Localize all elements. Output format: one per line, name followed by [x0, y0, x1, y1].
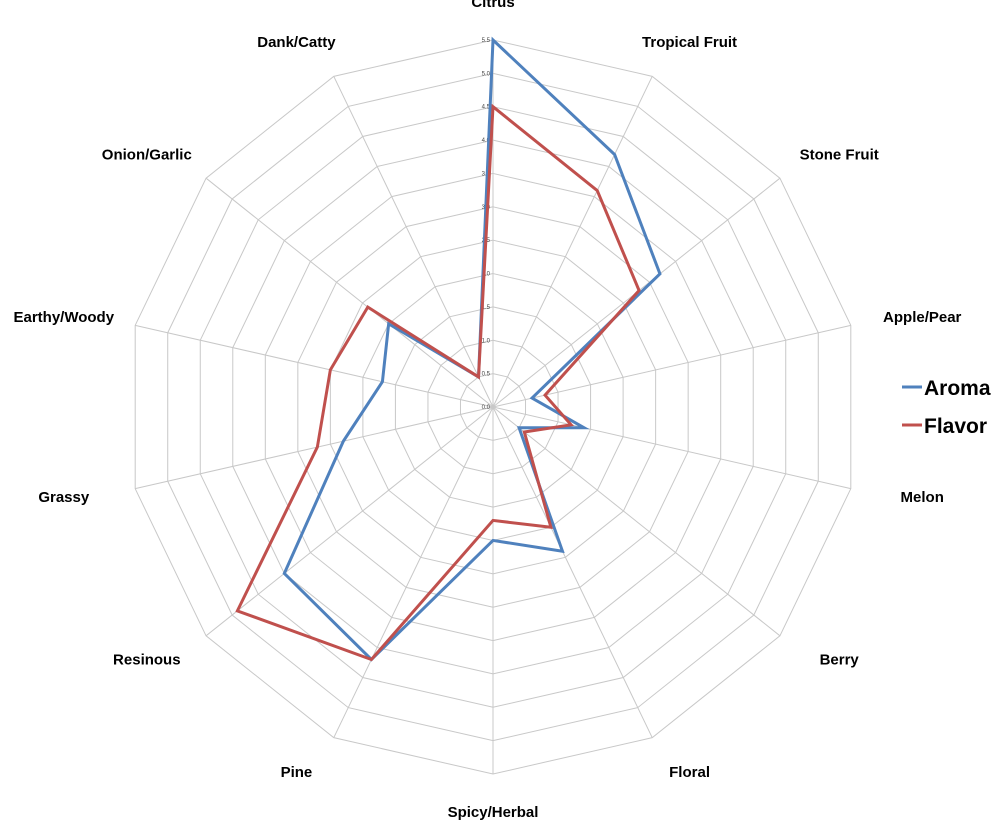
grid-spoke: [492, 406, 653, 738]
category-label: Apple/Pear: [883, 309, 962, 326]
category-label: Resinous: [113, 652, 181, 669]
tick-label: 2.0: [482, 272, 491, 278]
grid-spoke: [492, 406, 851, 490]
category-label: Dank/Catty: [257, 34, 336, 51]
grid-spoke: [492, 324, 851, 408]
series-lines: [235, 36, 662, 662]
category-label: Floral: [669, 764, 710, 781]
grid-spoke: [135, 406, 494, 490]
legend-label-flavor: Flavor: [924, 415, 987, 438]
tick-label: 0.5: [482, 372, 491, 378]
grid-spoke: [135, 324, 494, 408]
legend-label-aroma: Aroma: [924, 377, 991, 400]
grid-spoke: [333, 406, 494, 738]
category-label: Berry: [820, 652, 860, 669]
tick-label: 1.0: [482, 338, 491, 344]
radar-grid: [134, 39, 852, 775]
grid-spoke: [492, 406, 781, 637]
tick-label: 5.5: [482, 38, 491, 44]
category-label: Earthy/Woody: [13, 309, 114, 326]
category-label: Melon: [901, 489, 944, 506]
category-label: Pine: [281, 764, 313, 781]
grid-spoke: [492, 76, 653, 408]
category-label: Grassy: [38, 489, 90, 506]
tick-label: 4.0: [482, 138, 491, 144]
category-label: Onion/Garlic: [102, 146, 192, 163]
tick-label: 4.5: [482, 105, 491, 111]
series-flavor-line: [235, 103, 641, 662]
grid-spoke: [205, 177, 494, 408]
grid-spoke: [333, 76, 494, 408]
grid-spoke: [205, 406, 494, 637]
tick-label: 1.5: [482, 305, 491, 311]
category-labels: Citrus Tropical Fruit Stone Fruit Apple/Pea…: [13, 0, 961, 821]
category-label: Spicy/Herbal: [448, 804, 539, 821]
category-label: Tropical Fruit: [642, 34, 737, 51]
category-label: Citrus: [471, 0, 514, 11]
tick-label: 0.0: [482, 405, 491, 411]
legend: Aroma Flavor: [902, 377, 991, 438]
category-label: Stone Fruit: [800, 146, 879, 163]
tick-label: 5.0: [482, 71, 491, 77]
